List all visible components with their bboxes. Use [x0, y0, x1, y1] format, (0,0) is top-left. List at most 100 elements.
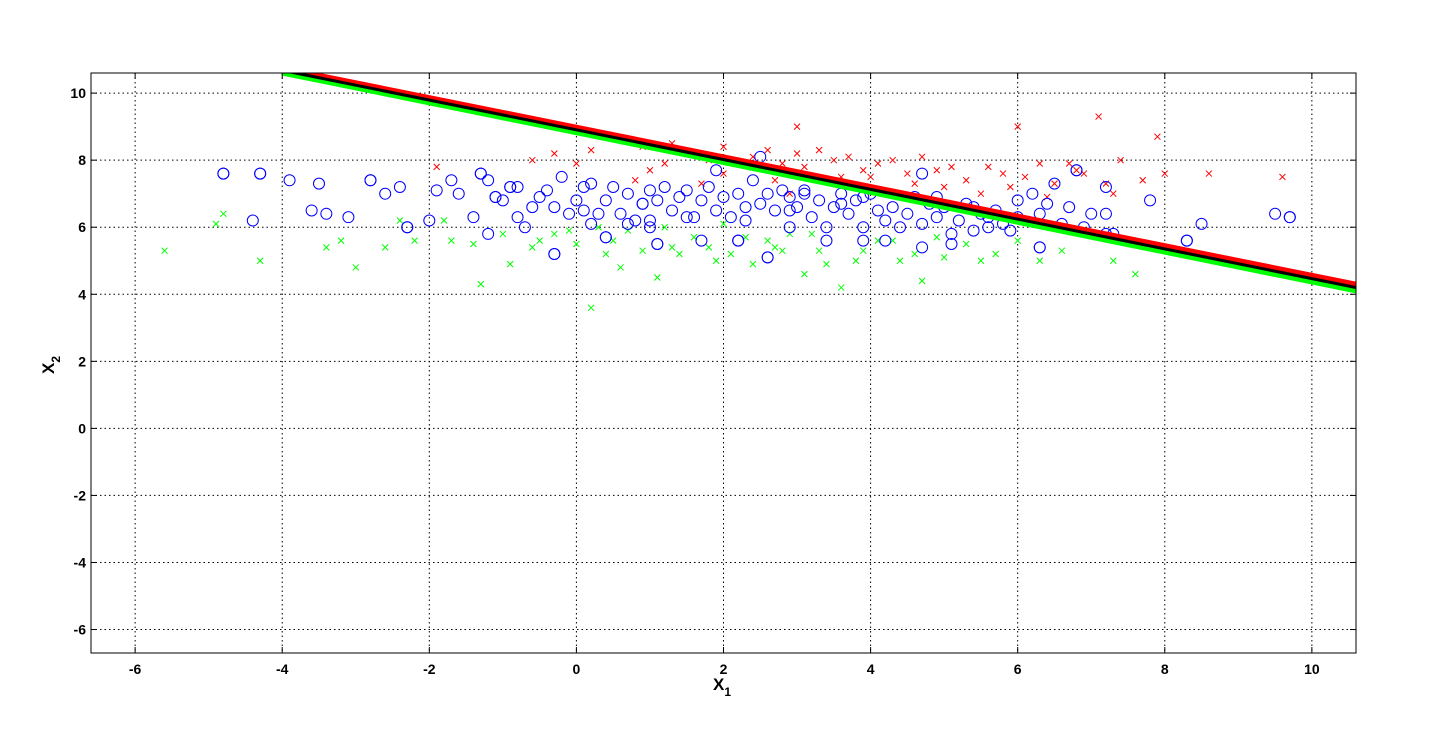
data-point — [680, 211, 693, 224]
x-tick-label: -6 — [129, 661, 142, 677]
data-point — [710, 164, 723, 177]
data-point — [793, 123, 801, 130]
data-point — [916, 167, 929, 180]
data-point — [411, 237, 418, 244]
series-3 — [217, 164, 1296, 264]
data-point — [587, 304, 595, 312]
data-point — [933, 166, 941, 174]
data-point — [445, 174, 458, 187]
data-point — [746, 174, 759, 187]
data-point — [705, 243, 713, 251]
data-point — [161, 247, 168, 255]
data-point — [585, 177, 598, 190]
data-point — [653, 274, 661, 281]
data-point — [801, 163, 808, 171]
data-point — [629, 214, 642, 227]
x-tick-label: -4 — [276, 661, 289, 677]
data-point — [849, 194, 862, 207]
data-point — [337, 237, 345, 244]
plot-area — [91, 73, 1356, 653]
data-point — [808, 230, 816, 238]
data-point — [548, 201, 561, 214]
data-point — [918, 277, 926, 285]
data-point — [778, 247, 786, 255]
data-point — [423, 214, 436, 227]
data-point — [940, 254, 948, 261]
data-point — [1099, 180, 1112, 193]
data-point — [1117, 156, 1125, 164]
data-point — [555, 170, 568, 183]
data-point — [511, 211, 524, 224]
data-point — [1132, 270, 1139, 278]
data-point — [952, 214, 965, 227]
data-point — [962, 176, 970, 184]
data-point — [217, 167, 230, 180]
data-point — [827, 201, 840, 214]
data-point — [577, 204, 590, 217]
data-point — [1154, 133, 1161, 141]
data-point — [776, 184, 789, 197]
data-point — [1109, 257, 1117, 265]
data-point — [761, 251, 774, 264]
data-point — [830, 156, 838, 164]
data-point — [889, 156, 897, 164]
data-point — [754, 197, 767, 210]
x-tick-label: 0 — [573, 661, 581, 677]
data-point — [489, 191, 502, 204]
y-axis-label-text: X — [39, 362, 58, 374]
y-tick-label: 0 — [78, 420, 86, 436]
data-point — [496, 194, 509, 207]
data-point — [904, 170, 911, 177]
data-point — [550, 150, 558, 157]
data-point — [381, 243, 389, 251]
y-tick-label: 8 — [78, 152, 86, 168]
data-point — [470, 240, 477, 248]
data-point — [430, 184, 443, 197]
data-point — [1006, 183, 1014, 191]
data-point — [1058, 247, 1066, 255]
data-point — [1144, 194, 1157, 207]
data-point — [1004, 224, 1017, 237]
data-point — [962, 240, 970, 248]
data-point — [720, 143, 727, 151]
data-point — [749, 260, 757, 268]
data-point — [918, 153, 926, 161]
data-point — [499, 230, 507, 238]
data-point — [702, 180, 715, 193]
data-point — [823, 260, 830, 268]
data-point — [977, 257, 985, 265]
data-point — [533, 191, 546, 204]
data-point — [896, 257, 904, 265]
data-point — [646, 166, 654, 174]
data-point — [621, 217, 634, 230]
data-point — [1279, 173, 1286, 181]
data-point — [676, 250, 683, 258]
data-point — [540, 184, 553, 197]
data-point — [587, 146, 595, 154]
data-point — [977, 190, 985, 198]
y-tick-label: 6 — [78, 219, 86, 235]
data-point — [945, 227, 958, 240]
data-point — [967, 224, 980, 237]
data-point — [901, 207, 914, 220]
data-point — [724, 211, 737, 224]
data-point — [739, 201, 752, 214]
data-point — [504, 180, 517, 193]
data-point — [842, 207, 855, 220]
data-point — [948, 163, 955, 171]
data-point — [651, 237, 664, 250]
data-point — [1085, 207, 1098, 220]
data-point — [246, 214, 259, 227]
y-axis-label: X2 — [39, 356, 63, 374]
data-point — [364, 174, 377, 187]
data-point — [732, 234, 745, 247]
data-point — [783, 191, 796, 204]
data-point — [536, 237, 543, 244]
data-point — [661, 223, 669, 231]
ticks: -6 -4 -2 0 2 4 6 8 10 -6 -4 -2 0 2 4 6 8 10 — [70, 73, 1356, 677]
x-axis-label: X1 — [713, 675, 731, 699]
data-point — [573, 240, 580, 248]
data-point — [945, 237, 958, 250]
data-point — [550, 230, 558, 238]
data-point — [617, 264, 624, 271]
